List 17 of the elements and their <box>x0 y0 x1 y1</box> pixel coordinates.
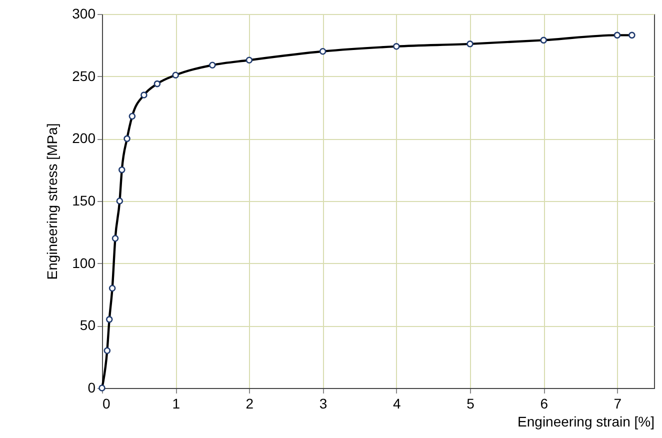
y-tick-label: 0 <box>88 380 96 396</box>
x-tick-label: 3 <box>319 396 328 412</box>
x-tick-label: 2 <box>246 396 254 412</box>
y-axis-title: Engineering stress [MPa] <box>44 123 60 280</box>
x-tick-label: 7 <box>614 396 622 412</box>
y-tick-label: 250 <box>72 68 96 84</box>
x-tick-label: 0 <box>102 396 110 412</box>
x-axis-title: Engineering strain [%] <box>518 414 654 430</box>
y-tick-label: 200 <box>72 130 96 146</box>
x-tick-label: 5 <box>466 396 475 412</box>
x-tick-label: 1 <box>172 396 180 412</box>
y-tick-label: 50 <box>80 317 96 334</box>
y-tick-label: 100 <box>72 254 96 271</box>
x-tick-label: 4 <box>393 396 401 412</box>
x-tick-label: 6 <box>540 396 548 412</box>
y-tick-label: 300 <box>72 6 96 22</box>
y-tick-label: 150 <box>72 192 96 208</box>
